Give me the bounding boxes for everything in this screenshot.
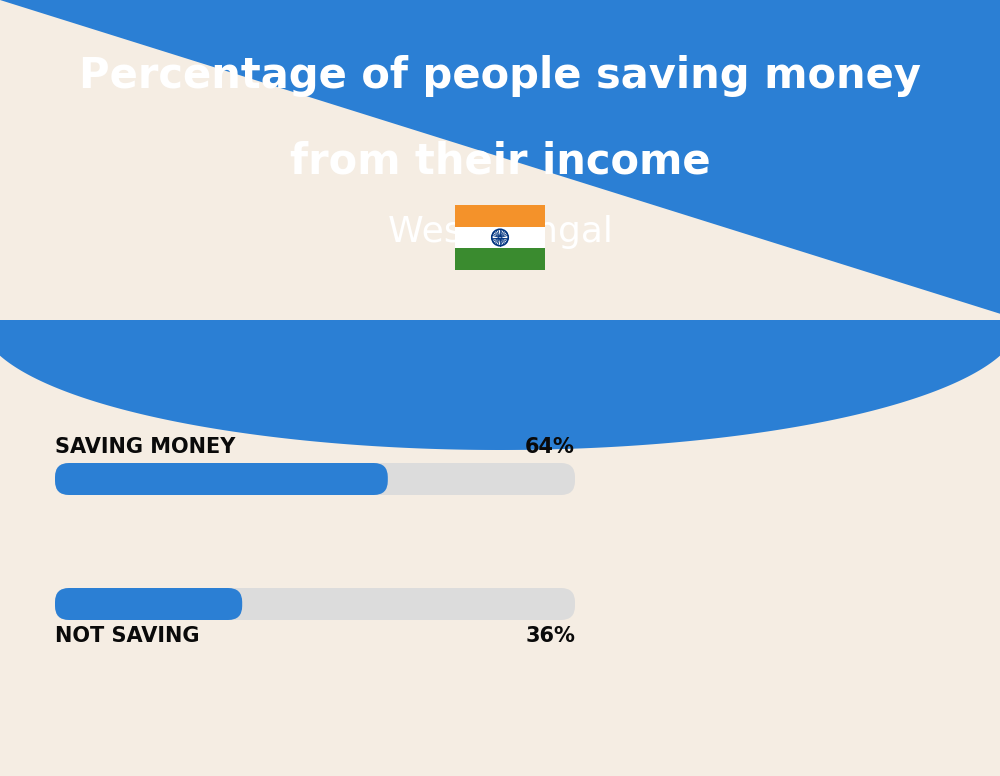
Bar (455, 227, 545, 248)
Bar (455, 205, 545, 227)
Text: West Bengal: West Bengal (388, 215, 612, 249)
FancyBboxPatch shape (55, 463, 388, 495)
PathPatch shape (0, 0, 1000, 450)
Text: NOT SAVING: NOT SAVING (55, 626, 200, 646)
Text: Percentage of people saving money: Percentage of people saving money (79, 55, 921, 97)
FancyBboxPatch shape (55, 588, 575, 620)
Bar (455, 248, 545, 270)
Text: from their income: from their income (290, 140, 710, 182)
Text: SAVING MONEY: SAVING MONEY (55, 437, 235, 457)
FancyBboxPatch shape (55, 588, 242, 620)
Text: 36%: 36% (525, 626, 575, 646)
Text: 64%: 64% (525, 437, 575, 457)
FancyBboxPatch shape (55, 463, 575, 495)
